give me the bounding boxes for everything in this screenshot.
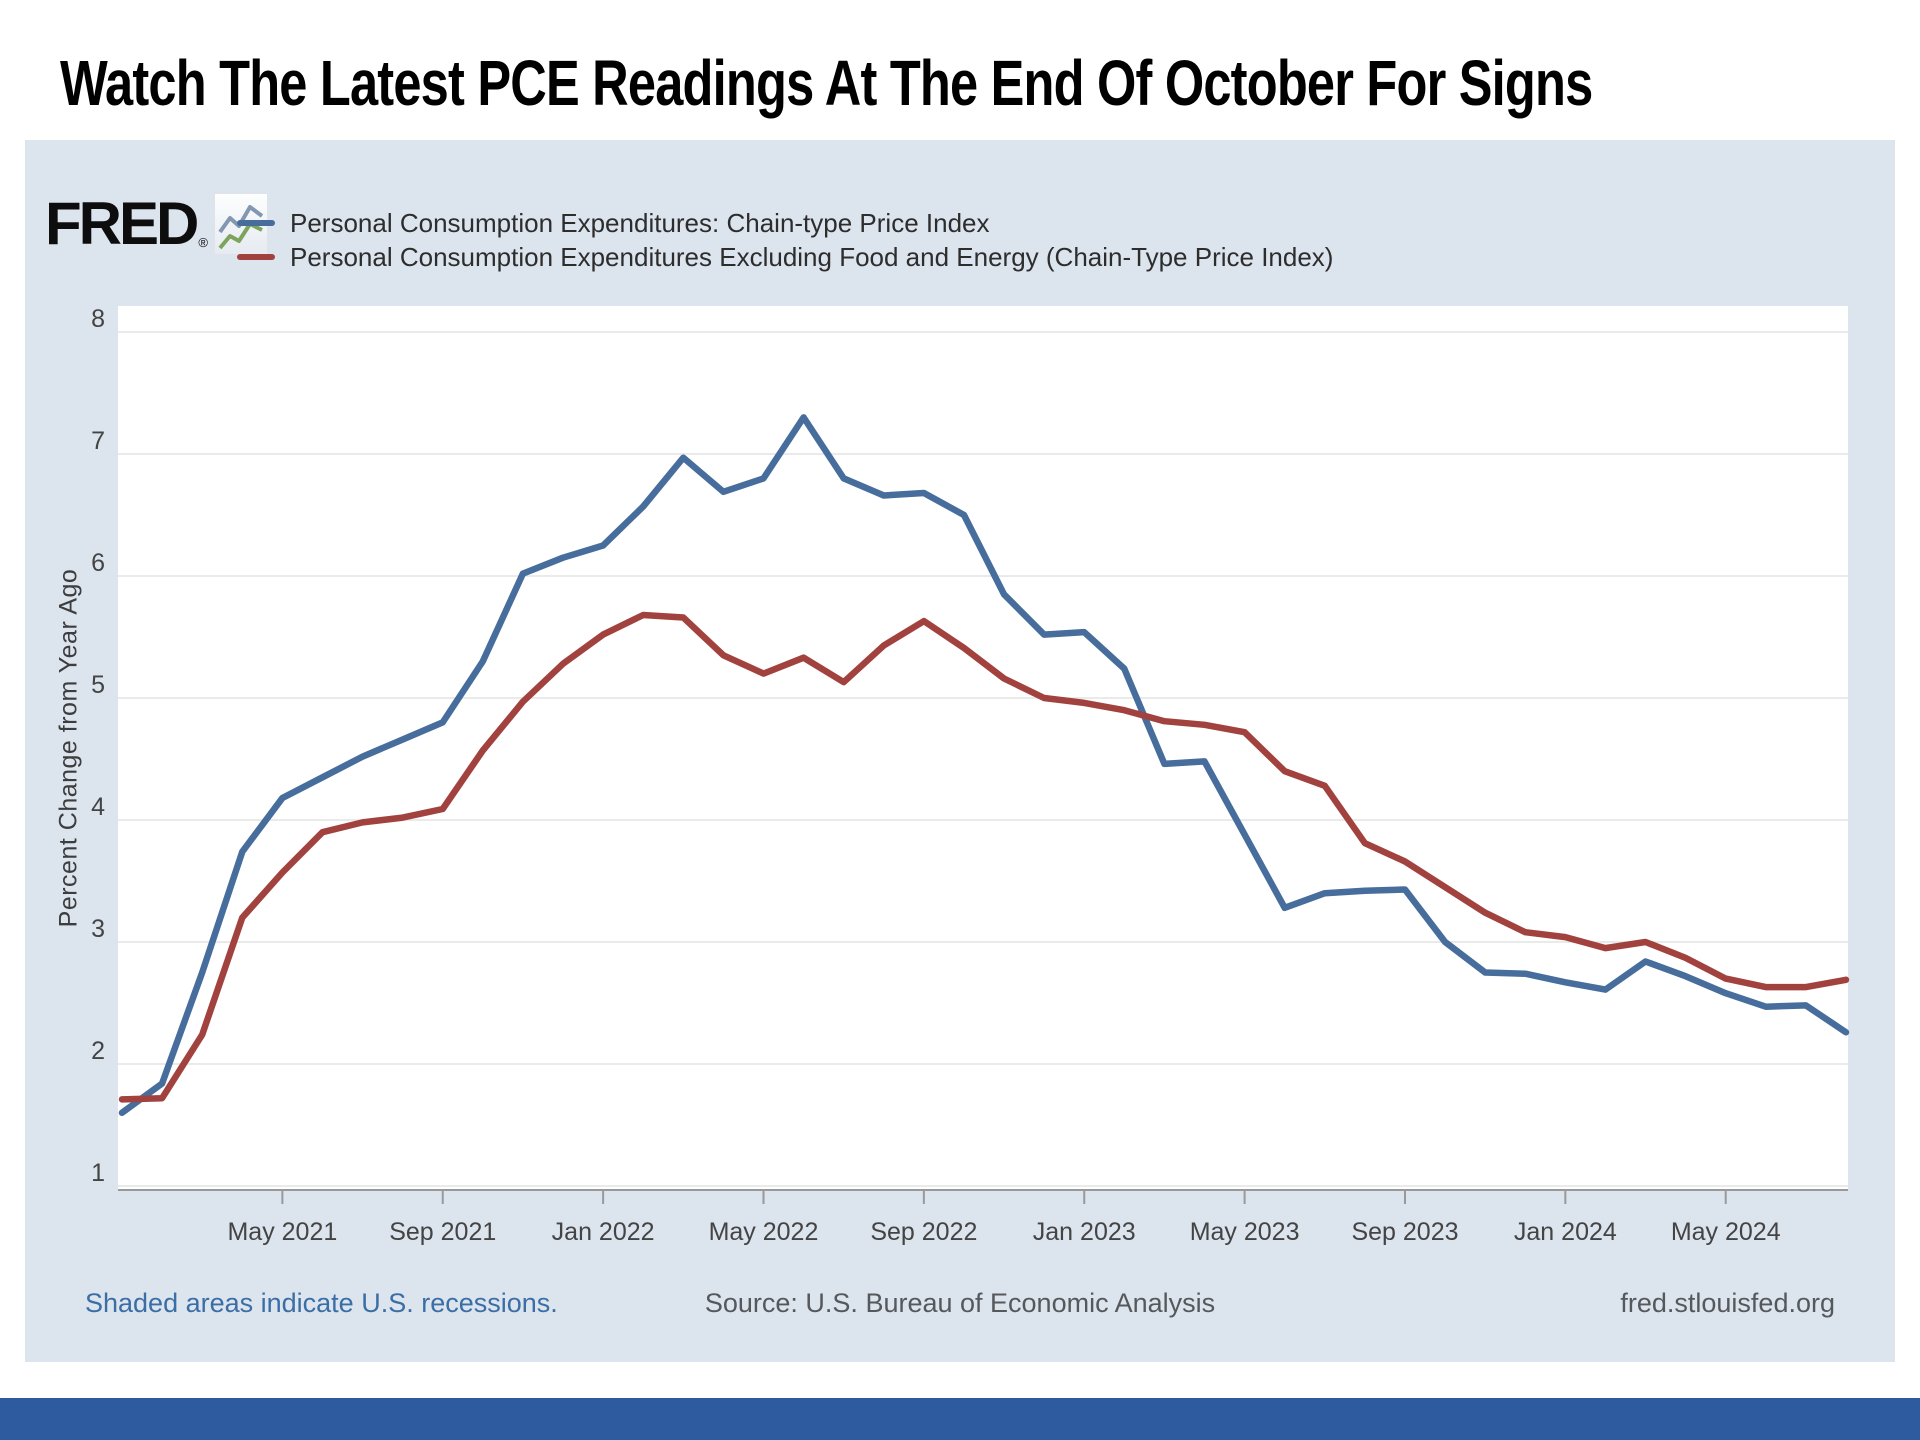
x-tick-label: Jan 2024 (1514, 1218, 1617, 1246)
x-tick-label: Sep 2023 (1351, 1218, 1458, 1246)
bottom-accent-bar (0, 1398, 1920, 1440)
x-tick-label: Sep 2022 (870, 1218, 977, 1246)
pce-legend-label[interactable]: Personal Consumption Expenditures: Chain… (290, 207, 990, 238)
x-tick-label: Jan 2023 (1033, 1218, 1136, 1246)
y-tick-label: 8 (91, 305, 105, 333)
page-title: Watch The Latest PCE Readings At The End… (60, 47, 1593, 119)
legend-item-core-pce: Personal Consumption Expenditures Exclud… (237, 240, 1333, 274)
chart-footer: Shaded areas indicate U.S. recessions. S… (25, 1288, 1895, 1328)
y-tick-label: 7 (91, 427, 105, 455)
x-tick-label: May 2022 (709, 1218, 819, 1246)
x-tick-label: Sep 2021 (389, 1218, 496, 1246)
fred-logo-text: FRED (45, 190, 199, 257)
x-tick-label: May 2023 (1190, 1218, 1300, 1246)
y-tick-label: 2 (91, 1037, 105, 1065)
x-tick-label: Jan 2022 (552, 1218, 655, 1246)
fred-chart-card: 1 2 3 4 5 6 7 8 May 2021 Sep 2021 Jan 2022 May 2022… (25, 140, 1895, 1362)
y-axis-title: Percent Change from Year Ago (54, 568, 83, 928)
x-tick-label: May 2021 (227, 1218, 337, 1246)
fred-site-link[interactable]: fred.stlouisfed.org (1620, 1288, 1835, 1318)
core-pce-legend-label[interactable]: Personal Consumption Expenditures Exclud… (290, 241, 1334, 272)
core-pce-line (118, 611, 1850, 1103)
chart-legend: Personal Consumption Expenditures: Chain… (237, 206, 1333, 274)
pce-line-swatch (237, 220, 275, 226)
fred-logo[interactable]: FRED ® (45, 192, 268, 256)
registered-mark: ® (198, 235, 208, 250)
y-tick-label: 1 (91, 1159, 105, 1187)
x-tick-label: May 2024 (1671, 1218, 1781, 1246)
y-tick-label: 5 (91, 671, 105, 699)
legend-item-pce: Personal Consumption Expenditures: Chain… (237, 206, 1333, 240)
y-tick-label: 4 (91, 793, 105, 821)
pce-line (118, 414, 1850, 1117)
y-tick-label: 6 (91, 549, 105, 577)
recessions-note-link[interactable]: Shaded areas indicate U.S. recessions. (85, 1288, 558, 1318)
chart-plot: 1 2 3 4 5 6 7 8 May 2021 Sep 2021 Jan 2022 May 2022… (91, 305, 1850, 1246)
y-tick-label: 3 (91, 915, 105, 943)
core-pce-line-swatch (237, 254, 275, 260)
source-note: Source: U.S. Bureau of Economic Analysis (704, 1288, 1216, 1318)
